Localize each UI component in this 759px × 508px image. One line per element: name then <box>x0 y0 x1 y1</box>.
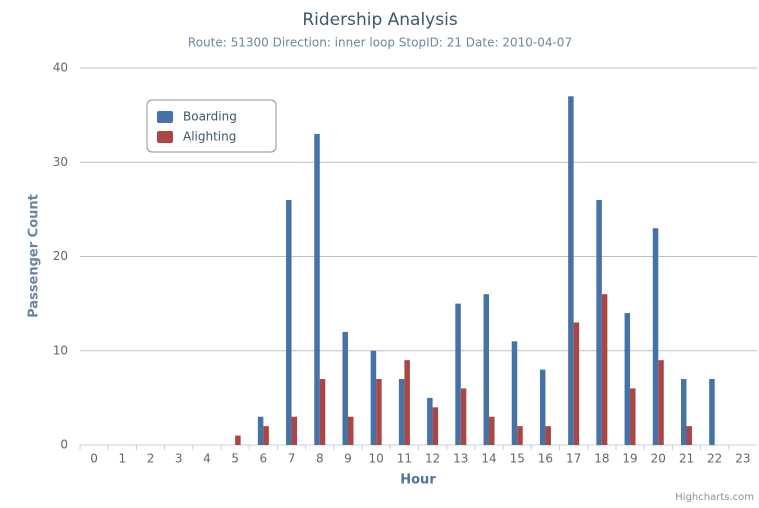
bar <box>596 199 602 445</box>
x-tick-label: 6 <box>260 452 268 466</box>
x-tick-label: 13 <box>453 452 468 466</box>
x-tick-label: 14 <box>481 452 496 466</box>
x-tick-label: 7 <box>288 452 296 466</box>
chart-title: Ridership Analysis <box>302 10 458 30</box>
bar <box>568 96 574 446</box>
bar <box>483 294 490 445</box>
legend-label: Alighting <box>183 130 236 144</box>
bar <box>427 397 433 445</box>
y-tick-label: 40 <box>53 61 68 75</box>
x-axis-title: Hour <box>400 473 436 488</box>
x-tick-label: 5 <box>231 452 239 466</box>
x-tick-label: 12 <box>425 452 440 466</box>
bar <box>263 426 269 445</box>
bar <box>370 350 377 445</box>
bar <box>573 322 580 445</box>
bar <box>511 341 518 445</box>
bar <box>680 379 687 445</box>
x-tick-label: 11 <box>397 452 412 466</box>
x-tick-label: 2 <box>147 452 155 466</box>
bar <box>319 379 326 445</box>
bar <box>291 416 298 445</box>
x-tick-label: 4 <box>203 452 211 466</box>
chart-subtitle: Route: 51300 Direction: inner loop StopI… <box>188 36 572 50</box>
legend-box <box>146 99 277 153</box>
bar <box>342 331 348 445</box>
credits: Highcharts.com <box>675 492 754 503</box>
y-tick-label: 30 <box>53 155 68 169</box>
y-tick-label: 10 <box>53 343 68 357</box>
x-tick-label: 19 <box>622 452 637 466</box>
bar <box>545 426 551 445</box>
legend-swatch <box>157 131 173 143</box>
bar <box>489 416 495 445</box>
bar <box>709 379 715 445</box>
bar <box>314 133 320 445</box>
legend-label: Boarding <box>183 110 237 124</box>
x-tick-label: 0 <box>90 452 98 466</box>
x-tick-label: 9 <box>344 452 352 466</box>
x-tick-label: 20 <box>651 452 666 466</box>
bar <box>630 388 636 445</box>
x-tick-label: 17 <box>566 452 581 466</box>
bar <box>624 313 631 445</box>
x-tick-label: 23 <box>735 452 750 466</box>
x-tick-label: 22 <box>707 452 722 466</box>
x-tick-label: 10 <box>369 452 384 466</box>
x-tick-label: 18 <box>594 452 609 466</box>
bar <box>235 435 241 445</box>
x-tick-label: 8 <box>316 452 324 466</box>
x-tick-label: 15 <box>510 452 525 466</box>
bar <box>517 426 523 445</box>
y-axis-title: Passenger Count <box>27 194 42 318</box>
bar <box>601 294 608 445</box>
bar <box>398 379 405 445</box>
bar <box>652 228 659 445</box>
bar <box>347 416 354 445</box>
bar <box>404 360 410 445</box>
bar <box>257 416 264 445</box>
x-tick-label: 1 <box>118 452 126 466</box>
y-tick-label: 20 <box>53 249 68 263</box>
bar <box>539 369 546 445</box>
bar <box>376 379 382 445</box>
x-tick-label: 21 <box>679 452 694 466</box>
bar <box>455 303 461 445</box>
legend-swatch <box>157 111 173 123</box>
x-tick-label: 16 <box>538 452 553 466</box>
y-tick-label: 0 <box>60 438 68 452</box>
bar <box>286 199 292 445</box>
bar <box>658 360 664 445</box>
bar <box>460 388 467 445</box>
x-tick-label: 3 <box>175 452 183 466</box>
bar <box>686 426 692 445</box>
bar <box>432 407 439 445</box>
